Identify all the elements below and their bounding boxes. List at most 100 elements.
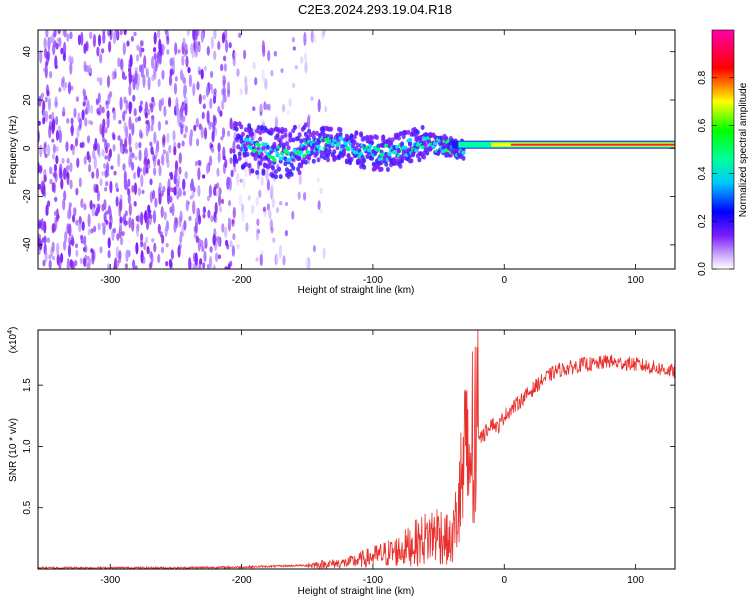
heatmap-cell [217,142,221,153]
chart-title: C2E3.2024.293.19.04.R18 [298,2,452,17]
heatmap-cell [239,124,244,130]
heatmap-cell [291,165,296,171]
heatmap-cell [247,123,252,129]
heatmap-cell [43,143,47,156]
heatmap-cell [135,223,140,238]
heatmap-cells [38,30,675,269]
heatmap-cell [81,109,85,121]
heatmap-cell [152,210,157,224]
heatmap-cell [279,201,283,206]
heatmap-cell [109,180,113,194]
heatmap-cell [194,160,198,167]
heatmap-cell [180,125,184,135]
heatmap-cell [197,185,201,197]
y-tick-label: -20 [22,189,33,204]
heatmap-cell [209,142,213,150]
heatmap-cell [46,237,51,243]
heatmap-cell [181,73,185,82]
heatmap-cell [55,42,59,50]
heatmap-cell [275,133,280,139]
heatmap-cell [83,43,87,55]
heatmap-cell [322,30,326,36]
heatmap-cell [227,176,231,186]
heatmap-cell [191,52,195,58]
heatmap-cell [101,171,105,176]
heatmap-cell [358,151,364,156]
heatmap-cell [68,55,72,63]
heatmap-cell [103,212,107,222]
heatmap-cell [119,96,123,111]
heatmap-cell [177,245,181,258]
heatmap-cell [88,120,92,125]
heatmap-cell [49,178,53,185]
heatmap-cell [232,233,236,241]
heatmap-cell [128,84,132,96]
heatmap-cell [158,99,162,112]
heatmap-cell [396,148,401,154]
heatmap-cell [227,263,231,269]
heatmap-cell [164,30,168,35]
heatmap-cell [134,66,138,75]
heatmap-cell [261,145,266,151]
heatmap-cell [65,141,69,152]
heatmap-cell [420,145,425,150]
y-tick-label: 1.0 [22,439,33,453]
heatmap-cell [311,130,316,136]
heatmap-cell [220,63,224,72]
heatmap-cell [270,165,275,171]
heatmap-cell [461,150,466,155]
heatmap-cell [251,204,255,215]
heatmap-cell [229,147,233,154]
heatmap-cell [42,259,46,267]
heatmap-cell [124,263,128,269]
heatmap-cell [94,137,98,151]
heatmap-cell [128,133,132,147]
heatmap-cell [213,50,217,61]
heatmap-cell [234,51,238,58]
y-tick-label: 0 [22,145,33,151]
heatmap-cell [299,150,304,155]
heatmap-cell [192,30,196,41]
heatmap-cell [214,202,218,215]
heatmap-cell [312,34,317,44]
heatmap-cell [149,251,153,259]
heatmap-cell [135,82,139,91]
heatmap-cell [179,231,183,237]
heatmap-cell [270,173,275,179]
heatmap-cell [252,128,256,140]
heatmap-cell [106,75,111,88]
heatmap-cell [177,142,181,149]
heatmap-cell [396,135,401,141]
heatmap-cell [104,187,108,192]
heatmap-x-axis-label: Height of straight line (km) [298,285,415,296]
heatmap-cell [222,146,226,161]
heatmap-cell [292,125,297,130]
heatmap-cell [379,166,384,172]
colorbar-ticks: 0.0 0.2 0.4 0.6 0.8 [697,70,734,276]
heatmap-cell [236,144,241,150]
heatmap-cell [152,189,156,200]
heatmap-cell [311,142,316,148]
heatmap-cell [131,218,135,232]
heatmap-cell [178,189,182,197]
heatmap-cell [153,242,157,253]
heatmap-cell [283,156,288,162]
heatmap-cell [280,126,285,132]
heatmap-cell [291,37,295,43]
heatmap-cell [64,82,68,89]
snr-scale-suffix: ) [8,327,19,330]
heatmap-cell [179,210,183,223]
heatmap-cell [299,163,304,169]
heatmap-cell [123,30,127,36]
colorbar-label: Normalized spectral amplitude [738,82,749,217]
heatmap-cell [300,159,305,165]
heatmap-cell [297,132,302,138]
heatmap-cell [183,133,187,139]
heatmap-cell [51,153,56,160]
heatmap-cell [187,66,191,74]
heatmap-cell [227,130,231,137]
heatmap-cell [40,218,44,231]
heatmap-cell [90,228,94,234]
heatmap-cell [224,226,228,239]
